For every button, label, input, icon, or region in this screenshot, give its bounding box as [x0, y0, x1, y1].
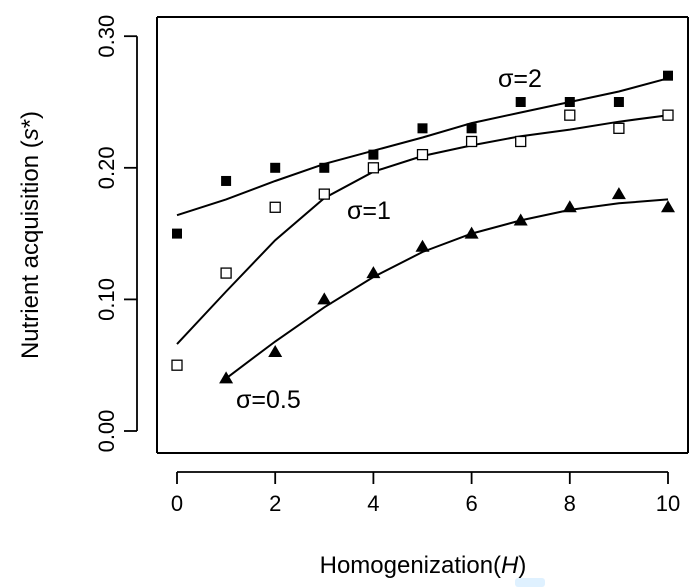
data-point-filled-square: [564, 97, 575, 107]
data-point-triangle: [415, 239, 430, 252]
x-tick-label: 6: [465, 491, 477, 516]
data-point-triangle: [317, 292, 332, 305]
data-point-triangle: [268, 345, 283, 358]
y-tick-label: 0.20: [94, 146, 119, 189]
data-point-open-square: [269, 201, 281, 213]
data-point-triangle: [562, 200, 577, 213]
data-point-filled-square: [417, 123, 428, 134]
data-point-filled-square: [172, 228, 182, 239]
data-points: [171, 70, 675, 384]
data-point-filled-square: [663, 70, 673, 81]
data-point-filled-square: [270, 162, 281, 173]
data-point-open-square: [564, 109, 576, 121]
data-point-triangle: [219, 371, 234, 384]
fit-line: [176, 77, 669, 217]
data-point-filled-square: [613, 97, 624, 107]
data-point-open-square: [318, 188, 330, 200]
curve-label: σ=2: [498, 65, 542, 93]
data-point-open-square: [367, 162, 380, 174]
x-tick-label: 2: [269, 491, 281, 516]
data-point-triangle: [513, 213, 528, 226]
data-point-open-square: [220, 267, 232, 279]
data-point-open-square: [465, 135, 478, 148]
data-point-filled-square: [319, 162, 330, 173]
data-point-triangle: [661, 200, 675, 213]
data-point-open-square: [171, 359, 183, 371]
y-axis: 0.00 0.10 0.20 0.30: [94, 15, 138, 453]
x-tick-label: 10: [656, 491, 680, 516]
y-axis-label: Nutrient acquisition (s*): [17, 111, 44, 359]
x-axis: 0 2 4 6 8 10: [171, 471, 680, 516]
curve-label: σ=0.5: [236, 386, 301, 414]
x-tick-label: 4: [367, 491, 379, 516]
highlight-mark: [515, 578, 545, 587]
x-axis-label: Homogenization(H): [320, 552, 527, 579]
data-point-filled-square: [368, 149, 379, 160]
curve-labels: σ=2 σ=1 σ=0.5: [236, 65, 542, 414]
data-point-open-square: [613, 122, 625, 134]
x-tick-label: 8: [564, 491, 576, 516]
data-point-triangle: [611, 187, 626, 200]
data-point-open-square: [515, 135, 527, 148]
curve-label: σ=1: [347, 197, 391, 225]
x-tick-label: 0: [171, 491, 183, 516]
data-point-filled-square: [515, 97, 526, 107]
data-point-filled-square: [221, 175, 232, 186]
data-point-open-square: [416, 148, 429, 161]
data-point-triangle: [366, 266, 381, 279]
data-point-open-square: [662, 109, 674, 121]
y-tick-label: 0.00: [94, 410, 119, 453]
y-tick-label: 0.10: [94, 278, 119, 321]
fit-line: [225, 198, 669, 380]
data-point-filled-square: [466, 123, 477, 134]
fit-lines: [176, 77, 669, 380]
y-tick-label: 0.30: [94, 15, 119, 58]
data-point-triangle: [464, 226, 479, 239]
plot-frame: [156, 16, 689, 454]
